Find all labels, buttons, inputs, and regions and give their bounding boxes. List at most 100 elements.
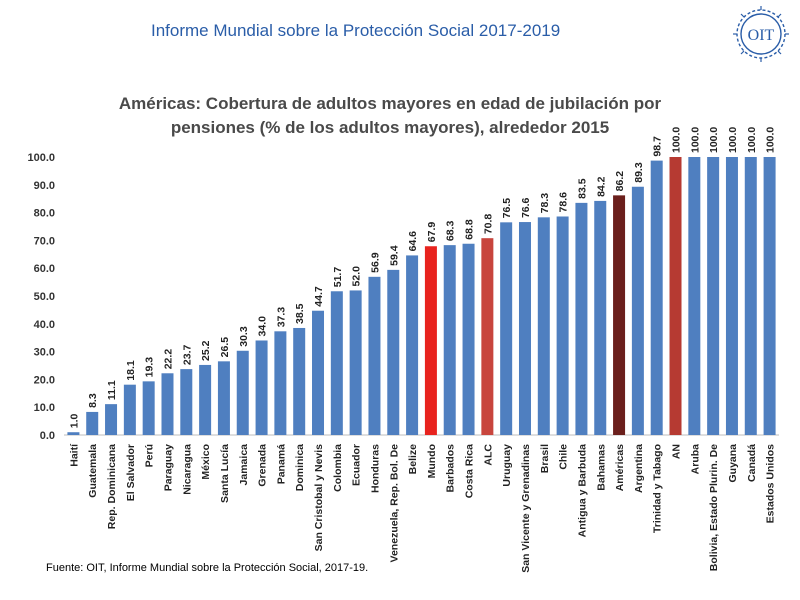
value-label: 26.5: [219, 337, 231, 358]
x-tick-label: Colombia: [332, 444, 344, 492]
value-label: 18.1: [125, 360, 137, 381]
bar: [669, 157, 682, 435]
bar: [199, 364, 212, 435]
x-tick-label: Grenada: [257, 444, 269, 487]
x-tick-label: Venezuela, Rep. Bol. De: [388, 444, 400, 563]
oit-logo: OIT: [733, 6, 789, 62]
value-label: 64.6: [407, 231, 419, 252]
value-label: 51.7: [332, 267, 344, 288]
value-label: 100.0: [765, 127, 777, 153]
x-tick-label: Perú: [144, 444, 156, 467]
x-tick-label: Bolivia, Estado Plurin. De: [708, 444, 720, 571]
x-tick-label: ALC: [482, 444, 494, 466]
bar: [312, 310, 325, 435]
value-label: 89.3: [633, 162, 645, 183]
x-tick-label: Barbados: [445, 444, 457, 493]
value-label: 34.0: [257, 316, 269, 337]
x-tick-label: Santa Lucía: [219, 444, 231, 503]
bar: [349, 290, 362, 435]
bar: [707, 157, 720, 435]
x-tick-label: Mundo: [426, 444, 438, 478]
chart-title-line-2: pensiones (% de los adultos mayores), al…: [170, 118, 610, 137]
value-label: 100.0: [727, 127, 739, 153]
value-label: 23.7: [181, 345, 193, 366]
y-tick-label: 40.0: [34, 319, 55, 331]
value-label: 86.2: [614, 171, 626, 192]
x-tick-label: México: [200, 444, 212, 480]
bar: [613, 195, 626, 435]
bar: [387, 269, 400, 435]
bar: [650, 160, 663, 436]
x-tick-label: Jamaica: [238, 444, 250, 486]
value-label: 56.9: [369, 252, 381, 273]
bar: [406, 255, 419, 435]
y-tick-label: 0.0: [40, 430, 55, 442]
y-tick-label: 80.0: [34, 208, 55, 220]
value-label: 84.2: [595, 176, 607, 197]
bar: [142, 381, 155, 435]
x-tick-label: Belize: [407, 444, 419, 475]
value-label: 8.3: [87, 393, 99, 408]
value-label: 83.5: [576, 178, 588, 199]
bar: [443, 245, 456, 435]
y-tick-label: 100.0: [27, 152, 55, 164]
bar: [556, 216, 569, 435]
x-tick-label: Estados Unidos: [765, 444, 777, 524]
bar: [67, 432, 80, 435]
y-tick-label: 20.0: [34, 374, 55, 386]
bar: [481, 238, 494, 435]
bar: [537, 217, 550, 435]
x-tick-label: Trinidad y Tabago: [652, 444, 664, 533]
x-tick-label: Honduras: [369, 444, 381, 493]
value-label: 67.9: [426, 222, 438, 243]
value-label: 11.1: [106, 380, 118, 400]
x-tick-label: Antigua y Barbuda: [576, 444, 588, 538]
x-tick-label: Uruguay: [501, 444, 513, 487]
value-label: 68.3: [445, 221, 457, 242]
value-label: 1.0: [68, 413, 80, 428]
bar: [500, 222, 513, 435]
bar: [594, 200, 607, 435]
source-note: Fuente: OIT, Informe Mundial sobre la Pr…: [46, 562, 369, 574]
bar: [330, 291, 343, 435]
value-label: 38.5: [294, 303, 306, 324]
value-label: 52.0: [351, 266, 363, 287]
bar: [293, 327, 306, 435]
bar: [236, 350, 249, 435]
value-label: 25.2: [200, 340, 212, 361]
x-tick-label: Paraguay: [162, 444, 174, 491]
value-label: 68.8: [464, 219, 476, 240]
x-axis-labels: Haití Guatemala Rep. Dominicana El Salvador…: [68, 443, 776, 573]
x-tick-label: Guyana: [727, 444, 739, 483]
y-axis: 0.0 10.0 20.0 30.0 40.0 50.0 60.0 70.0 80.0 90.0 1…: [27, 152, 779, 442]
value-labels: 1.0 8.3 11.1 18.1 19.3 22.2 23.7 25.2 26.5 30.3 34…: [68, 127, 776, 429]
bar: [725, 157, 738, 435]
y-tick-label: 60.0: [34, 263, 55, 275]
y-tick-label: 50.0: [34, 291, 55, 303]
value-label: 100.0: [746, 127, 758, 153]
x-tick-label: Américas: [614, 444, 626, 491]
oit-logo-text: OIT: [748, 27, 775, 44]
x-tick-label: El Salvador: [125, 444, 137, 501]
value-label: 70.8: [482, 214, 494, 235]
bar: [688, 157, 701, 435]
y-tick-label: 10.0: [34, 402, 55, 414]
bar: [217, 361, 230, 435]
x-tick-label: Canadá: [746, 444, 758, 482]
bar: [123, 384, 136, 435]
value-label: 76.5: [501, 198, 513, 219]
x-tick-label: Costa Rica: [464, 444, 476, 498]
bar: [575, 202, 588, 435]
value-label: 98.7: [652, 136, 664, 157]
value-label: 78.3: [539, 193, 551, 214]
x-tick-label: Chile: [558, 444, 570, 470]
value-label: 44.7: [313, 286, 325, 307]
bar: [255, 340, 268, 435]
x-tick-label: Brasil: [539, 444, 551, 473]
bars: [67, 157, 776, 436]
value-label: 37.3: [275, 307, 287, 328]
x-tick-label: Argentina: [633, 444, 645, 493]
y-tick-label: 70.0: [34, 235, 55, 247]
bar: [274, 331, 287, 435]
